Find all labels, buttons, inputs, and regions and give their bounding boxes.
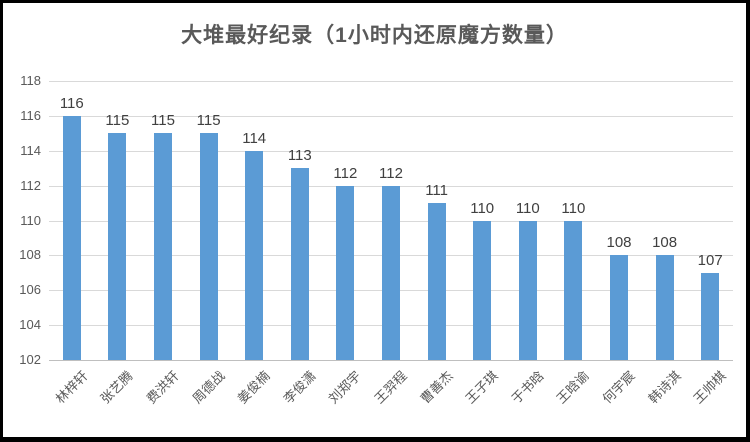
value-label: 107 bbox=[697, 251, 723, 269]
bar bbox=[610, 255, 628, 360]
y-tick-label: 116 bbox=[20, 107, 41, 123]
x-tick-label: 李俊潇 bbox=[280, 368, 319, 407]
value-label: 116 bbox=[59, 94, 84, 112]
x-tick-label: 刘郑宇 bbox=[325, 368, 365, 407]
plot-area bbox=[49, 81, 733, 361]
x-tick-label: 林梓轩 bbox=[52, 368, 91, 407]
value-label: 115 bbox=[105, 112, 130, 130]
x-tick-label: 周德战 bbox=[189, 368, 228, 407]
y-tick-label: 110 bbox=[20, 212, 41, 228]
x-tick-label: 王晗谕 bbox=[553, 368, 593, 407]
y-tick-label: 106 bbox=[19, 282, 41, 298]
bar bbox=[290, 168, 309, 360]
bar bbox=[564, 220, 583, 360]
x-tick-label: 费洪轩 bbox=[143, 368, 182, 407]
x-tick-label: 王羿程 bbox=[371, 368, 410, 407]
bar bbox=[154, 133, 172, 360]
y-tick-label: 114 bbox=[20, 142, 41, 158]
value-label: 113 bbox=[287, 147, 312, 165]
chart-title: 大堆最好纪录（1小时内还原魔方数量） bbox=[181, 24, 568, 47]
x-tick-label: 何宇宸 bbox=[599, 368, 638, 407]
value-label: 108 bbox=[606, 234, 632, 252]
x-tick-label: 于书晗 bbox=[508, 368, 547, 407]
y-tick-label: 104 bbox=[19, 317, 41, 333]
value-label: 110 bbox=[470, 199, 495, 217]
bar bbox=[518, 220, 537, 360]
x-tick-label: 张艺腾 bbox=[97, 368, 137, 407]
gridline bbox=[49, 115, 733, 117]
value-label: 112 bbox=[379, 164, 403, 182]
value-label: 112 bbox=[333, 164, 358, 182]
y-tick-label: 102 bbox=[19, 352, 41, 367]
value-label: 111 bbox=[425, 182, 448, 200]
x-tick-label: 韩诗淇 bbox=[645, 368, 684, 407]
x-tick-label: 王子琪 bbox=[462, 368, 501, 407]
bar bbox=[62, 115, 81, 360]
x-tick-label: 曹善杰 bbox=[417, 368, 456, 407]
value-label: 108 bbox=[652, 234, 678, 252]
y-tick-label: 118 bbox=[20, 73, 41, 88]
bar bbox=[199, 133, 218, 360]
gridline bbox=[49, 150, 733, 152]
bar bbox=[108, 133, 127, 360]
gridline bbox=[49, 81, 733, 82]
x-tick-label: 姜俊楠 bbox=[234, 368, 273, 407]
x-axis-line bbox=[49, 360, 733, 361]
bar bbox=[473, 220, 492, 360]
bar bbox=[427, 203, 446, 360]
bar bbox=[245, 150, 264, 360]
y-tick-label: 112 bbox=[20, 177, 41, 193]
x-tick-label: 王帅棋 bbox=[690, 368, 729, 407]
value-label: 110 bbox=[561, 199, 586, 217]
bar bbox=[655, 255, 674, 360]
value-label: 115 bbox=[196, 112, 221, 130]
y-tick-label: 108 bbox=[19, 247, 41, 263]
value-label: 114 bbox=[242, 129, 267, 147]
bar bbox=[701, 272, 720, 360]
bar bbox=[382, 185, 400, 360]
value-label: 110 bbox=[515, 199, 540, 217]
value-label: 115 bbox=[151, 112, 175, 130]
bar bbox=[336, 185, 355, 360]
